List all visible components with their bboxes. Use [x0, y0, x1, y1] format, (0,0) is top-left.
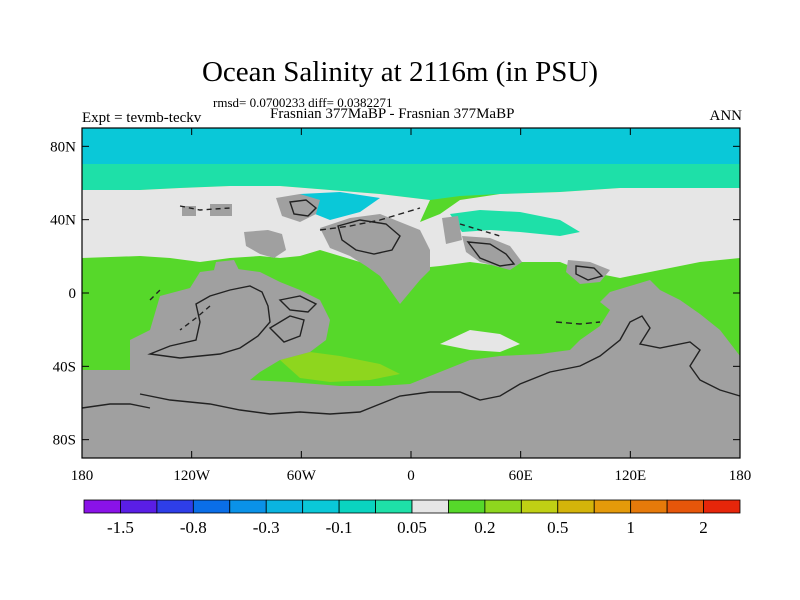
coastline-south — [139, 315, 741, 415]
north-teal-band — [82, 164, 740, 200]
small-land-c — [442, 216, 462, 244]
eastern-island — [462, 236, 522, 270]
y-tick-label: 40S — [53, 359, 76, 375]
western-island — [244, 230, 286, 258]
colorbar-box — [666, 499, 704, 514]
colorbar-box — [229, 499, 267, 514]
colorbar-label: -0.3 — [253, 518, 280, 537]
coastline-southwest — [81, 403, 151, 409]
teal-tongue — [450, 210, 580, 236]
colorbar-label: -0.1 — [326, 518, 353, 537]
colorbar-box — [192, 499, 231, 514]
x-tick-label: 120E — [614, 468, 646, 484]
coastline-interior-3 — [278, 295, 318, 313]
colorbar-box — [557, 499, 595, 514]
x-tick-label: 180 — [729, 468, 752, 484]
x-tick-label: 60W — [287, 468, 317, 484]
x-tick-label: 180 — [71, 468, 94, 484]
y-tick-label: 40N — [50, 213, 76, 229]
y-axis-ticks: 80N 40N 0 40S 80S — [50, 139, 740, 449]
small-land-d — [214, 260, 240, 276]
colorbar-label: -0.8 — [180, 518, 207, 537]
experiment-label: Expt = tevmb-teckv — [82, 110, 202, 126]
coastline-dashes-north — [319, 207, 421, 231]
colorbar-box — [302, 499, 340, 514]
white-patch-south — [440, 330, 520, 352]
coastlines — [81, 199, 741, 415]
rmsd-diff-stats: rmsd= 0.0700233 diff= 0.0382271 — [213, 95, 393, 110]
colorbar-boxes — [83, 499, 741, 514]
colorbar-box — [265, 499, 304, 514]
colorbar-label: 0.5 — [547, 518, 568, 537]
y-tick-label: 80N — [50, 139, 76, 155]
colorbar-box — [593, 499, 632, 514]
coastline-central — [337, 219, 401, 255]
coastline-dashes-island — [179, 205, 501, 237]
colorbar-box — [703, 499, 741, 514]
coastline-interior-1 — [147, 285, 271, 359]
colorbar-box — [520, 499, 559, 514]
colorbar-labels: -1.5 -0.8 -0.3 -0.1 0.05 0.2 0.5 1 2 — [107, 518, 708, 537]
coastline-east-island — [466, 241, 516, 267]
coastline-dashes-east — [555, 321, 601, 325]
x-tick-label: 60E — [509, 468, 533, 484]
colorbar-label: 0.2 — [474, 518, 495, 537]
colorbar-box — [120, 499, 158, 514]
colorbar-label: 1 — [626, 518, 635, 537]
cyan-patch — [300, 192, 380, 220]
central-continent — [320, 214, 430, 304]
x-tick-label: 0 — [407, 468, 415, 484]
colorbar-box — [156, 499, 194, 514]
positive-anomaly-patch — [280, 352, 400, 382]
colorbar-label: 0.05 — [397, 518, 427, 537]
colorbar-box — [448, 499, 486, 514]
y-tick-label: 0 — [69, 286, 77, 302]
coastline-north-island — [289, 199, 318, 217]
colorbar-label: -1.5 — [107, 518, 134, 537]
map-title: Ocean Salinity at 2116m (in PSU) — [201, 56, 599, 88]
x-tick-label: 120W — [173, 468, 211, 484]
colorbar-label: 2 — [699, 518, 708, 537]
x-axis-ticks: 180 120W 60W 0 60E 120E 180 — [71, 128, 752, 484]
small-land-b — [210, 204, 232, 216]
period-label: ANN — [709, 108, 743, 124]
coastline-dashes-west — [149, 289, 211, 331]
colorbar-box — [83, 499, 121, 514]
colorbar-box — [338, 499, 376, 514]
colorbar-box — [484, 499, 522, 514]
colorbar-box — [375, 499, 413, 514]
coastline-interior-2 — [268, 315, 305, 343]
colorbar-box — [411, 499, 449, 514]
comparison-label: Frasnian 377MaBP - Frasnian 377MaBP — [270, 106, 515, 122]
y-tick-label: 80S — [53, 433, 76, 449]
colorbar-box — [630, 499, 668, 514]
coastline-far-east — [575, 265, 604, 281]
